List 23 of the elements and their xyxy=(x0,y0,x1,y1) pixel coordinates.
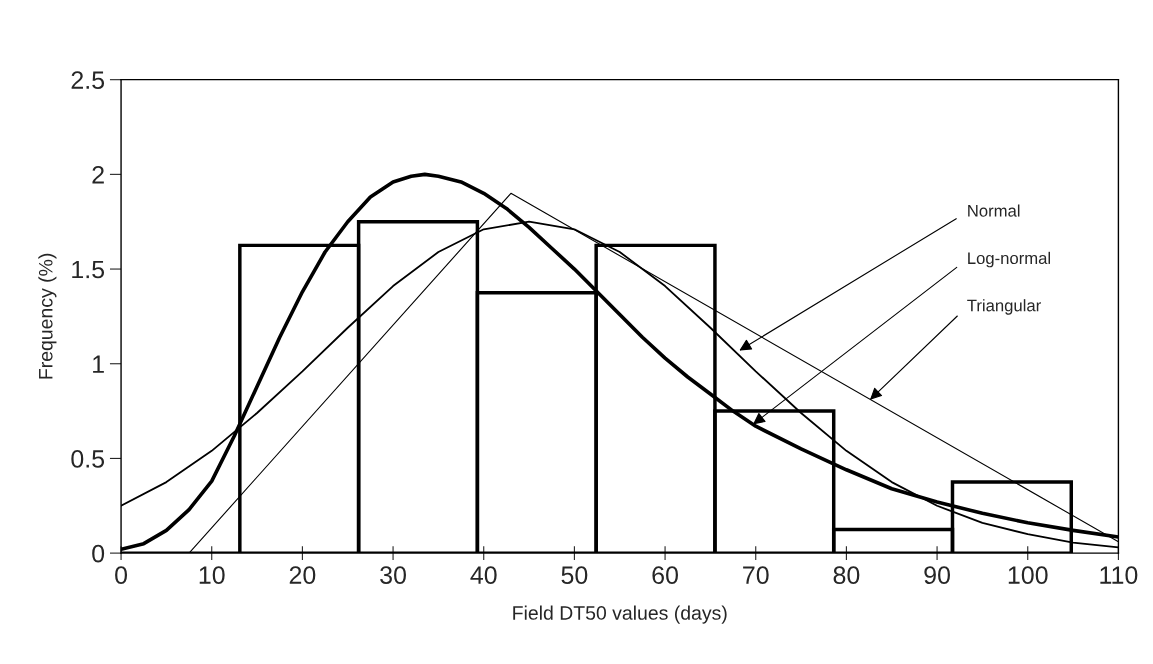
x-tick-label: 10 xyxy=(199,566,225,584)
x-tick-label: 70 xyxy=(743,566,769,584)
x-tick-label: 100 xyxy=(1008,566,1048,584)
y-axis-title: Frequency (%) xyxy=(38,253,57,379)
x-tick-label: 60 xyxy=(652,566,678,584)
y-tick-label: 2.5 xyxy=(71,71,105,89)
annotation: Normal xyxy=(968,204,1020,217)
x-tick-label: 50 xyxy=(561,566,588,584)
x-tick-label: 30 xyxy=(380,566,406,584)
y-tick-label: 0 xyxy=(92,544,105,563)
x-tick-label: 80 xyxy=(833,566,860,584)
x-tick-label: 0 xyxy=(115,566,128,584)
x-tick-label: 90 xyxy=(924,566,950,584)
x-axis-title: Field DT50 values (days) xyxy=(513,605,727,624)
x-tick-label: 40 xyxy=(470,566,497,584)
y-tick-label: 0.5 xyxy=(71,450,105,468)
x-tick-label: 110 xyxy=(1100,566,1138,584)
x-tick-label: 20 xyxy=(289,566,316,584)
y-tick-label: 1 xyxy=(93,355,104,373)
annotation: Triangular xyxy=(967,299,1041,315)
annotation: Log-normal xyxy=(968,251,1050,268)
y-tick-label: 2 xyxy=(92,165,104,184)
y-tick-label: 1.5 xyxy=(72,260,105,279)
